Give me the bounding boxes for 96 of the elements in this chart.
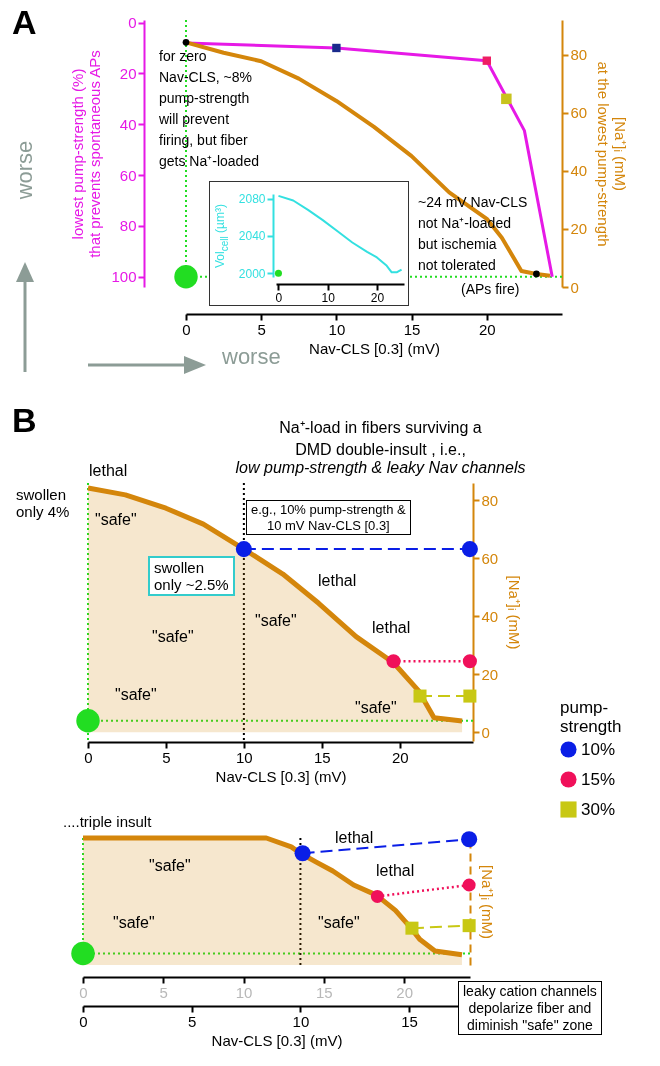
x-axis-title: Nav-CLS [0.3] (mV): [309, 339, 440, 357]
y2-tick-label: 40: [570, 162, 588, 180]
point: [174, 265, 198, 289]
x-axis-title: Nav-CLS [0.3] (mV): [215, 767, 347, 785]
x-tick-label: 10: [236, 748, 253, 766]
annotation: "safe": [255, 611, 297, 631]
y-tick-label: 2040: [238, 229, 266, 244]
text: lethal: [89, 461, 128, 481]
x-tick-label: 10: [328, 320, 346, 338]
text: ....triple insult: [63, 813, 152, 831]
point: [332, 43, 341, 53]
line-series: [277, 194, 403, 274]
y2-tick-label: 60: [481, 549, 499, 567]
annotation: lethal: [376, 861, 415, 881]
point: [501, 93, 512, 105]
text: B: [12, 400, 37, 441]
y-tick-label: 0: [128, 14, 137, 32]
y-tick-label: 2080: [238, 192, 266, 207]
point: [461, 831, 478, 848]
x-tick-label: 20: [370, 290, 385, 305]
y-tick-label: 40: [119, 115, 137, 133]
point: [386, 654, 401, 669]
point: [482, 56, 491, 65]
y2-axis-title: [Na⁺]ᵢ (mM): [478, 864, 496, 940]
y-tick-label: 20: [119, 64, 137, 82]
annotation: (APs fire): [461, 281, 520, 298]
point: [76, 709, 100, 733]
point: [294, 845, 311, 862]
legend-label: 15%: [581, 769, 616, 789]
point: [462, 878, 476, 892]
point: [405, 921, 419, 935]
y-tick-label: 2000: [238, 266, 266, 281]
x-tick-label: 5: [257, 320, 266, 338]
point: [461, 541, 478, 558]
y2-tick-label: 20: [570, 220, 588, 238]
x-tick-label: 20: [391, 748, 409, 766]
y2-axis-title: [Na⁺]ᵢ (mM): [506, 575, 524, 650]
x2-tick-label: 20: [396, 983, 414, 1001]
legend-label: 30%: [581, 799, 616, 819]
x-tick-label: 20: [478, 320, 496, 338]
point: [463, 689, 477, 703]
legend-title: pump- strength: [560, 698, 622, 736]
annotation: lethal: [335, 828, 374, 848]
y2-tick-label: 60: [570, 104, 588, 122]
y2-tick-label: 40: [481, 607, 499, 625]
y2-axis-title: [Na⁺]ᵢ (mM) at the lowest pump-strength: [595, 61, 630, 247]
y2-tick-label: 80: [570, 46, 588, 64]
annotation: "safe": [318, 913, 360, 933]
annotation: "safe": [355, 698, 397, 718]
y2-tick-label: 80: [481, 491, 499, 509]
point: [462, 919, 476, 933]
text: A: [12, 2, 37, 43]
point: [370, 889, 384, 903]
text: leaky cation channels depolarize fiber and diminish "safe" zone: [458, 981, 602, 1036]
annotation: "safe": [149, 856, 191, 876]
y-axis-title: lowest pump-strength (%) that prevents spontaneous APs: [69, 50, 104, 258]
point: [71, 941, 95, 966]
x-tick-label: 0: [84, 748, 93, 766]
x-tick-label: 5: [162, 748, 171, 766]
chart-title: Na⁺-load in fibers surviving a DMD double-insult , i.e.,: [279, 419, 482, 458]
y-tick-label: 80: [119, 217, 137, 235]
text: worse: [222, 344, 281, 371]
point: [235, 541, 252, 558]
x-tick-label: 0: [79, 1012, 88, 1030]
chart-subtitle: low pump-strength & leaky Nav channels: [235, 459, 526, 476]
x-tick-label: 5: [188, 1012, 197, 1030]
point: [462, 654, 477, 669]
annotation: swollen only ~2.5%: [148, 556, 235, 596]
x-tick-label: 10: [321, 290, 336, 305]
y2-tick-label: 20: [481, 665, 499, 683]
y-tick-label: 60: [119, 166, 137, 184]
annotation: for zero Nav-CLS, ~8% pump-strength will prevent firing, but fiber gets Na⁺-loaded: [159, 47, 259, 171]
x-tick-label: 15: [403, 320, 421, 338]
annotation: "safe": [95, 510, 137, 530]
annotation: lethal: [372, 618, 411, 638]
annotation: "safe": [113, 913, 155, 933]
x2-tick-label: 5: [159, 983, 168, 1001]
x-tick-label: 15: [401, 1012, 418, 1030]
text: swollen only 4%: [16, 486, 70, 520]
y2-tick-label: 0: [481, 723, 490, 741]
x2-tick-label: 0: [79, 983, 88, 1001]
x-tick-label: 15: [313, 748, 331, 766]
x-tick-label: 0: [182, 320, 191, 338]
annotation: lethal: [318, 571, 357, 591]
text: worse: [11, 140, 38, 200]
annotation: "safe": [152, 627, 194, 647]
x2-tick-label: 15: [316, 983, 333, 1001]
x2-tick-label: 10: [235, 983, 253, 1001]
annotation: "safe": [115, 685, 157, 705]
x-axis-title: Nav-CLS [0.3] (mV): [211, 1031, 343, 1049]
x-tick-label: 10: [292, 1012, 310, 1030]
point: [413, 689, 427, 703]
annotation: e.g., 10% pump-strength & 10 mV Nav-CLS [0.3]: [246, 500, 411, 536]
legend-label: 10%: [581, 739, 616, 759]
x-tick-label: 0: [275, 290, 283, 305]
y-tick-label: 100: [111, 268, 137, 286]
